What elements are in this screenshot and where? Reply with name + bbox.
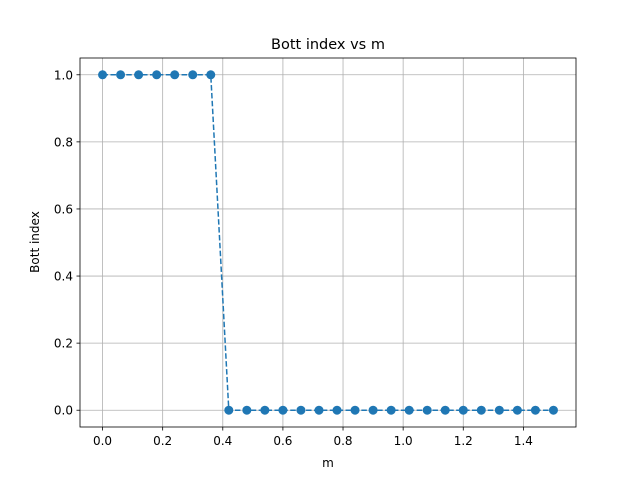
y-tick-label: 0.4 <box>54 270 73 284</box>
data-point <box>224 405 234 415</box>
data-point <box>296 405 306 415</box>
data-point <box>242 405 252 415</box>
y-tick-label: 0.2 <box>54 337 73 351</box>
x-tick-label: 0.4 <box>213 434 232 448</box>
x-tick-label: 1.4 <box>514 434 533 448</box>
x-axis-label: m <box>322 456 334 470</box>
x-tick-label: 0.0 <box>93 434 112 448</box>
data-point <box>350 405 360 415</box>
x-tick-label: 1.0 <box>394 434 413 448</box>
data-point <box>440 405 450 415</box>
data-point <box>494 405 504 415</box>
data-point <box>332 405 342 415</box>
data-point <box>170 70 180 80</box>
data-point <box>368 405 378 415</box>
y-tick-label: 0.0 <box>54 404 73 418</box>
x-tick-label: 0.2 <box>153 434 172 448</box>
data-point <box>116 70 126 80</box>
y-tick-label: 1.0 <box>54 68 73 82</box>
plot-frame <box>79 57 577 428</box>
data-point <box>404 405 414 415</box>
data-point <box>530 405 540 415</box>
data-point <box>206 70 216 80</box>
data-point <box>386 405 396 415</box>
x-tick-label: 1.2 <box>454 434 473 448</box>
data-point <box>548 405 558 415</box>
data-point <box>422 405 432 415</box>
data-point <box>188 70 198 80</box>
data-point <box>476 405 486 415</box>
y-tick-label: 0.6 <box>54 202 73 216</box>
data-point <box>152 70 162 80</box>
x-tick-label: 0.8 <box>333 434 352 448</box>
data-point <box>134 70 144 80</box>
grid <box>80 58 576 427</box>
data-point <box>98 70 108 80</box>
x-tick-label: 0.6 <box>273 434 292 448</box>
data-series <box>98 70 558 415</box>
data-point <box>278 405 288 415</box>
chart-title: Bott index vs m <box>271 37 385 53</box>
data-point <box>314 405 324 415</box>
axis-ticks: 0.0 0.2 0.4 0.6 0.8 1.0 1.2 1.4 0.0 0.2 0.4 0.6 0.8 1… <box>54 68 533 448</box>
y-axis-label: Bott index <box>28 211 42 273</box>
data-point <box>260 405 270 415</box>
data-point <box>512 405 522 415</box>
data-point <box>458 405 468 415</box>
y-tick-label: 0.8 <box>54 135 73 149</box>
